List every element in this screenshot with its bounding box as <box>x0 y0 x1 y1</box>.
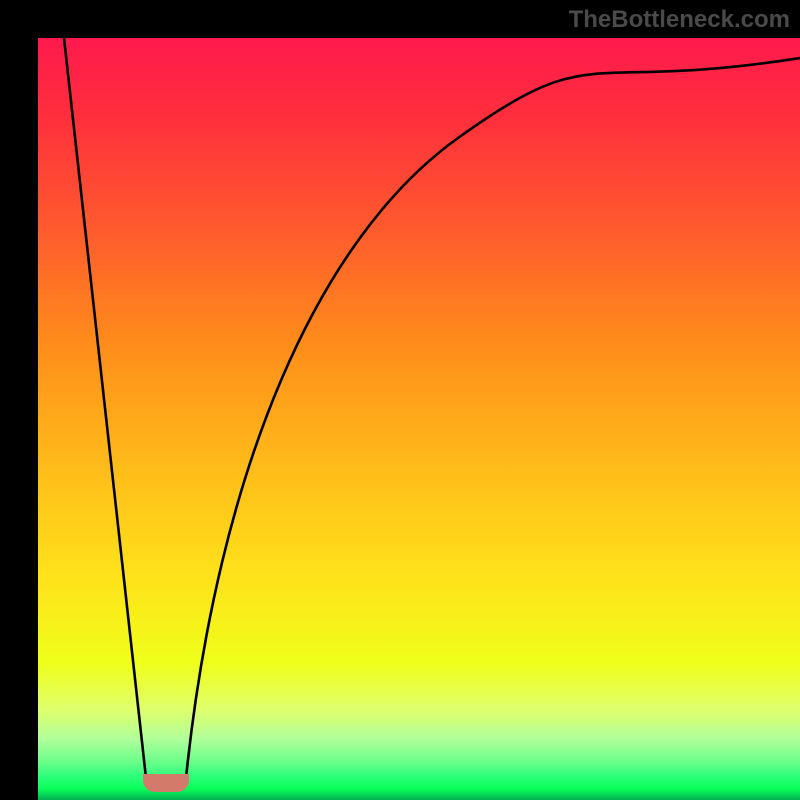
curve-path <box>64 38 800 778</box>
gradient-plot-area <box>38 38 800 800</box>
chart-frame: TheBottleneck.com <box>0 0 800 800</box>
minimum-marker <box>143 774 189 792</box>
bottleneck-curve <box>38 38 800 800</box>
watermark-text: TheBottleneck.com <box>569 6 790 34</box>
